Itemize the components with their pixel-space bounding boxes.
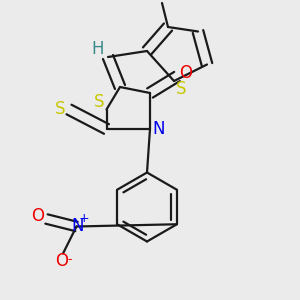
Text: S: S xyxy=(94,93,104,111)
Text: O: O xyxy=(32,207,45,225)
Text: O: O xyxy=(55,252,68,270)
Text: N: N xyxy=(153,120,165,138)
Text: H: H xyxy=(91,40,104,58)
Text: S: S xyxy=(176,80,187,98)
Text: +: + xyxy=(79,212,89,226)
Text: S: S xyxy=(55,100,65,118)
Text: N: N xyxy=(71,217,84,235)
Text: -: - xyxy=(67,253,72,266)
Text: O: O xyxy=(179,64,193,82)
